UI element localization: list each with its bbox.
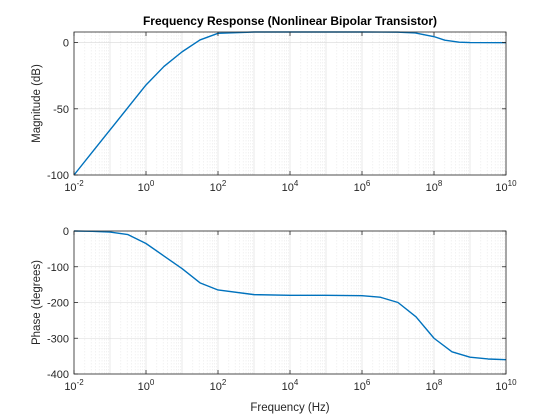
phase-x-tick-label: 100 — [138, 378, 155, 393]
phase-series-line — [73, 230, 507, 361]
phase-y-axis-label: Phase (degrees) — [31, 260, 43, 345]
magnitude-axes: 10-2 100 102 104 106 108 1010 0 -50 -100 Magnitude… — [31, 31, 517, 194]
magnitude-y-tick-label: -50 — [53, 104, 69, 116]
magnitude-y-tick-label: -100 — [47, 170, 69, 182]
phase-x-tick-label: 108 — [426, 378, 443, 393]
magnitude-x-tick-label: 100 — [138, 179, 155, 194]
magnitude-x-tick-label: 102 — [210, 179, 227, 194]
phase-axes: 10-2 100 102 104 106 108 1010 0 -100 -200 -300 -400… — [31, 226, 517, 414]
magnitude-x-tick-label: 10-2 — [64, 179, 84, 194]
figure-title: Frequency Response (Nonlinear Bipolar Tr… — [143, 14, 437, 28]
phase-x-tick-label: 106 — [354, 378, 371, 393]
phase-x-tick-label: 1010 — [495, 378, 517, 393]
phase-x-tick-label: 102 — [210, 378, 227, 393]
phase-x-tick-label: 104 — [282, 378, 299, 393]
phase-y-tick-label: -200 — [47, 298, 69, 310]
magnitude-x-tick-label: 108 — [426, 179, 443, 194]
phase-y-tick-label: -100 — [47, 262, 69, 274]
magnitude-y-tick-label: 0 — [63, 38, 69, 50]
magnitude-x-tick-label: 104 — [282, 179, 299, 194]
phase-x-tick-label: 10-2 — [64, 378, 84, 393]
phase-x-axis-label: Frequency (Hz) — [250, 402, 329, 414]
phase-y-tick-label: -400 — [47, 369, 69, 381]
magnitude-y-axis-label: Magnitude (dB) — [31, 64, 43, 143]
magnitude-x-tick-label: 106 — [354, 179, 371, 194]
phase-y-tick-label: -300 — [47, 333, 69, 345]
magnitude-x-tick-label: 1010 — [495, 179, 517, 194]
phase-y-tick-label: 0 — [63, 226, 69, 238]
